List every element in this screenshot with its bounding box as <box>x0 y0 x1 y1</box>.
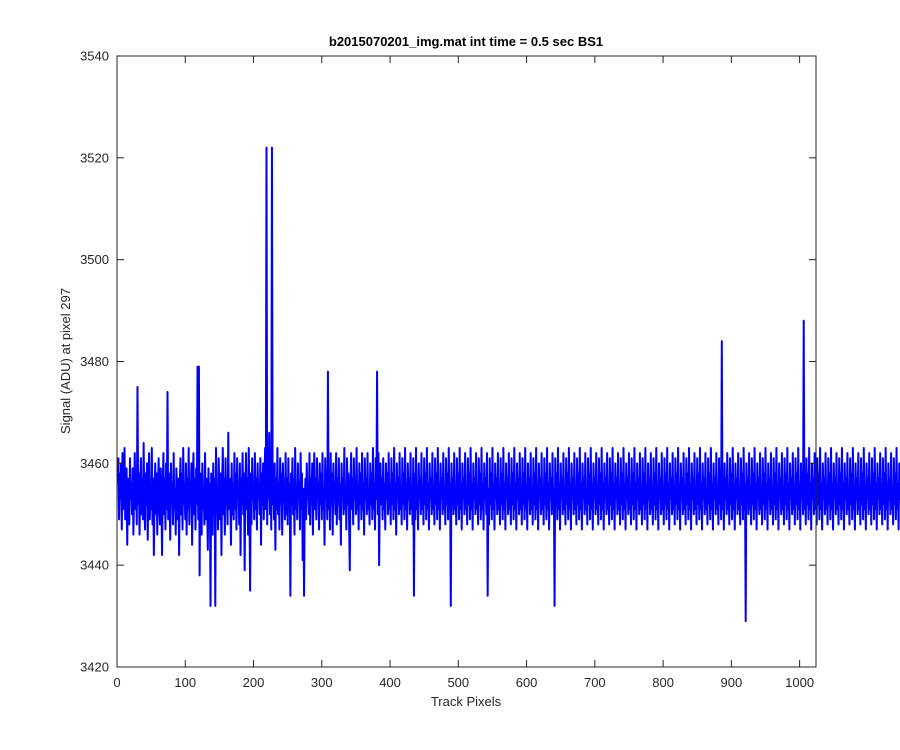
y-tick-label: 3420 <box>80 660 109 675</box>
y-tick-label: 3460 <box>80 456 109 471</box>
x-tick-label: 1000 <box>785 675 814 690</box>
x-tick-label: 800 <box>652 675 674 690</box>
y-tick-label: 3440 <box>80 558 109 573</box>
axes-frame <box>116 55 817 668</box>
x-axis-label: Track Pixels <box>431 694 502 709</box>
y-tick-label: 3500 <box>80 252 109 267</box>
y-axis-label: Signal (ADU) at pixel 297 <box>58 288 73 434</box>
y-tick-label: 3540 <box>80 49 109 64</box>
series-layer <box>116 146 900 623</box>
chart-title: b2015070201_img.mat int time = 0.5 sec B… <box>329 34 603 49</box>
x-tick-label: 100 <box>174 675 196 690</box>
x-tick-label: 400 <box>379 675 401 690</box>
x-tick-label: 600 <box>516 675 538 690</box>
x-tick-label: 700 <box>584 675 606 690</box>
x-tick-label: 0 <box>113 675 120 690</box>
series-line <box>116 146 900 623</box>
plot-area <box>117 56 816 667</box>
x-tick-label: 300 <box>311 675 333 690</box>
ticks-layer: 0 100 200 300 400 500 600 700 800 900 1000 3420 3440… <box>80 49 816 690</box>
y-tick-label: 3520 <box>80 150 109 165</box>
x-tick-label: 500 <box>447 675 469 690</box>
x-tick-label: 900 <box>721 675 743 690</box>
y-tick-label: 3480 <box>80 354 109 369</box>
x-tick-label: 200 <box>243 675 265 690</box>
